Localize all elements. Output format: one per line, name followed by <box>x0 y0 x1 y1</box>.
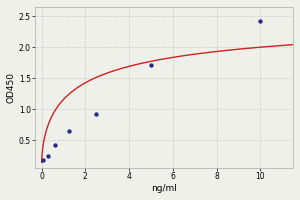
Point <box>46 154 51 157</box>
X-axis label: ng/ml: ng/ml <box>151 184 177 193</box>
Point <box>41 158 46 162</box>
Point <box>258 20 263 23</box>
Point <box>94 112 99 115</box>
Y-axis label: OD450: OD450 <box>7 72 16 103</box>
Point <box>53 144 58 147</box>
Point <box>67 129 71 133</box>
Point <box>148 63 153 66</box>
